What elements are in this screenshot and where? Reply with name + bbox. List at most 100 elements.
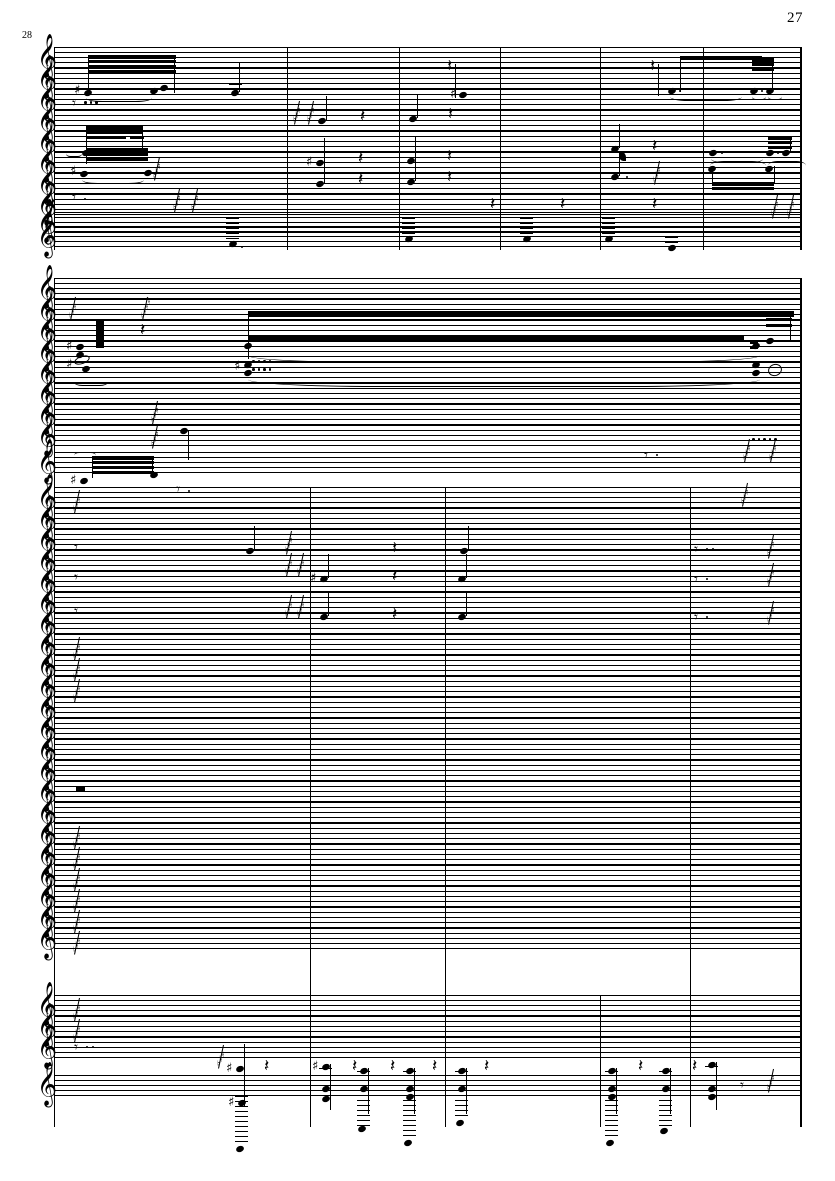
note-stem <box>466 1068 468 1114</box>
beam-stem <box>680 56 682 92</box>
natural-accidental: ♮ <box>309 111 313 121</box>
tremolo-beam-long <box>248 336 744 341</box>
ledger-line <box>605 1125 618 1126</box>
treble-clef-icon: 𝄞 <box>37 1061 58 1107</box>
staff-3-15 <box>54 781 800 802</box>
staff-1-8 <box>54 194 800 215</box>
ledger-line <box>235 1106 248 1107</box>
ledger-line <box>705 1066 718 1067</box>
sharp-accidental: ♯ <box>70 164 77 179</box>
note-stem <box>414 1068 416 1114</box>
ledger-line <box>402 218 415 219</box>
augmentation-dot <box>86 1046 89 1049</box>
staff-3-10 <box>54 676 800 697</box>
system-1-barline-5 <box>703 47 705 250</box>
natural-accidental: ♮ <box>75 689 79 699</box>
natural-accidental: ♮ <box>773 444 777 454</box>
augmentation-dot <box>656 454 659 457</box>
natural-accidental: ♮ <box>77 894 81 904</box>
treble-clef-icon: 𝄞 <box>37 369 58 415</box>
natural-accidental: ♮ <box>289 558 293 568</box>
natural-accidental: ♮ <box>177 194 181 204</box>
note-stem <box>466 592 468 616</box>
system-3-barline-3 <box>690 487 692 1047</box>
treble-clef-icon: 𝄞 <box>37 914 58 960</box>
ledger-line <box>403 1071 416 1072</box>
quarter-rest: 𝄽 <box>560 194 566 214</box>
treble-clef-icon: 𝄞 <box>37 54 58 100</box>
natural-accidental: ♮ <box>791 200 795 210</box>
beam-32nd <box>88 65 176 68</box>
system-3-end-barline <box>800 487 802 1047</box>
natural-accidental: ♮ <box>73 883 77 893</box>
treble-clef-icon: 𝄞 <box>37 557 58 603</box>
quarter-rest: 𝄽 <box>392 538 398 558</box>
note-stem <box>326 96 328 120</box>
natural-accidental: ♮ <box>745 488 749 498</box>
ledger-line <box>403 1110 416 1111</box>
natural-accidental: ♮ <box>217 1060 221 1070</box>
note-stem <box>368 1068 370 1114</box>
natural-accidental: ♮ <box>767 616 771 626</box>
natural-accidental: ♮ <box>741 498 745 508</box>
sharp-accidental: ♯ <box>234 359 241 374</box>
natural-accidental: ♮ <box>773 205 777 215</box>
staff-3-11 <box>54 697 800 718</box>
ledger-line <box>357 1115 370 1116</box>
staff-3-17 <box>54 823 800 844</box>
ledger-line <box>602 233 615 234</box>
ledger-line <box>605 1105 618 1106</box>
beam <box>750 340 758 344</box>
natural-accidental: ♮ <box>75 500 79 510</box>
staff-1-1 <box>54 47 800 68</box>
natural-accidental: ♮ <box>73 652 77 662</box>
natural-accidental: ♮ <box>73 1034 77 1044</box>
ledger-line <box>520 233 533 234</box>
beam-inner <box>86 158 148 161</box>
beam-32nd <box>92 466 154 469</box>
ledger-line <box>235 1096 248 1097</box>
sharp-accidental: ♯ <box>226 1061 233 1076</box>
eighth-rest: 𝄾 <box>72 188 76 206</box>
note-stem <box>328 554 330 578</box>
natural-accidental: ♮ <box>153 172 157 182</box>
tremolo-repeat-dots <box>252 368 272 371</box>
natural-accidental: ♮ <box>293 116 297 126</box>
natural-accidental: ♮ <box>157 162 161 172</box>
ledger-line <box>235 1101 248 1102</box>
natural-accidental: ♮ <box>77 1024 81 1034</box>
quarter-rest: 𝄽 <box>692 1056 698 1076</box>
treble-clef-icon: 𝄞 <box>37 515 58 561</box>
natural-accidental: ♮ <box>285 568 289 578</box>
eighth-rest: 𝄾 <box>74 602 78 620</box>
quarter-rest: 𝄽 <box>360 106 366 126</box>
natural-accidental: ♮ <box>155 406 159 416</box>
beam-32nd <box>92 461 154 464</box>
beam <box>766 324 792 327</box>
treble-clef-icon: 𝄞 <box>37 494 58 540</box>
beam <box>712 187 774 190</box>
slur <box>82 176 144 184</box>
natural-accidental: ♮ <box>77 936 81 946</box>
system-2-end-barline <box>800 278 802 497</box>
note-stem <box>415 157 417 181</box>
augmentation-dot <box>188 490 191 493</box>
beam-stem <box>772 58 774 90</box>
ledger-line <box>605 1120 618 1121</box>
note-stem <box>330 1064 332 1110</box>
ledger-line <box>455 1110 468 1111</box>
staff-1-4 <box>54 110 800 131</box>
ledger-line <box>602 228 615 229</box>
ledger-line <box>455 1105 468 1106</box>
ledger-line <box>402 223 415 224</box>
beam-stem <box>86 126 88 164</box>
system-4-barline-2 <box>445 995 447 1127</box>
sharp-accidental: ♯ <box>312 1059 319 1074</box>
staff-2-6 <box>54 383 800 404</box>
natural-accidental: ♮ <box>77 852 81 862</box>
eighth-rest: 𝄾 <box>694 540 698 558</box>
augmentation-dot <box>721 152 724 155</box>
beam <box>752 63 774 66</box>
ledger-line <box>226 228 239 229</box>
